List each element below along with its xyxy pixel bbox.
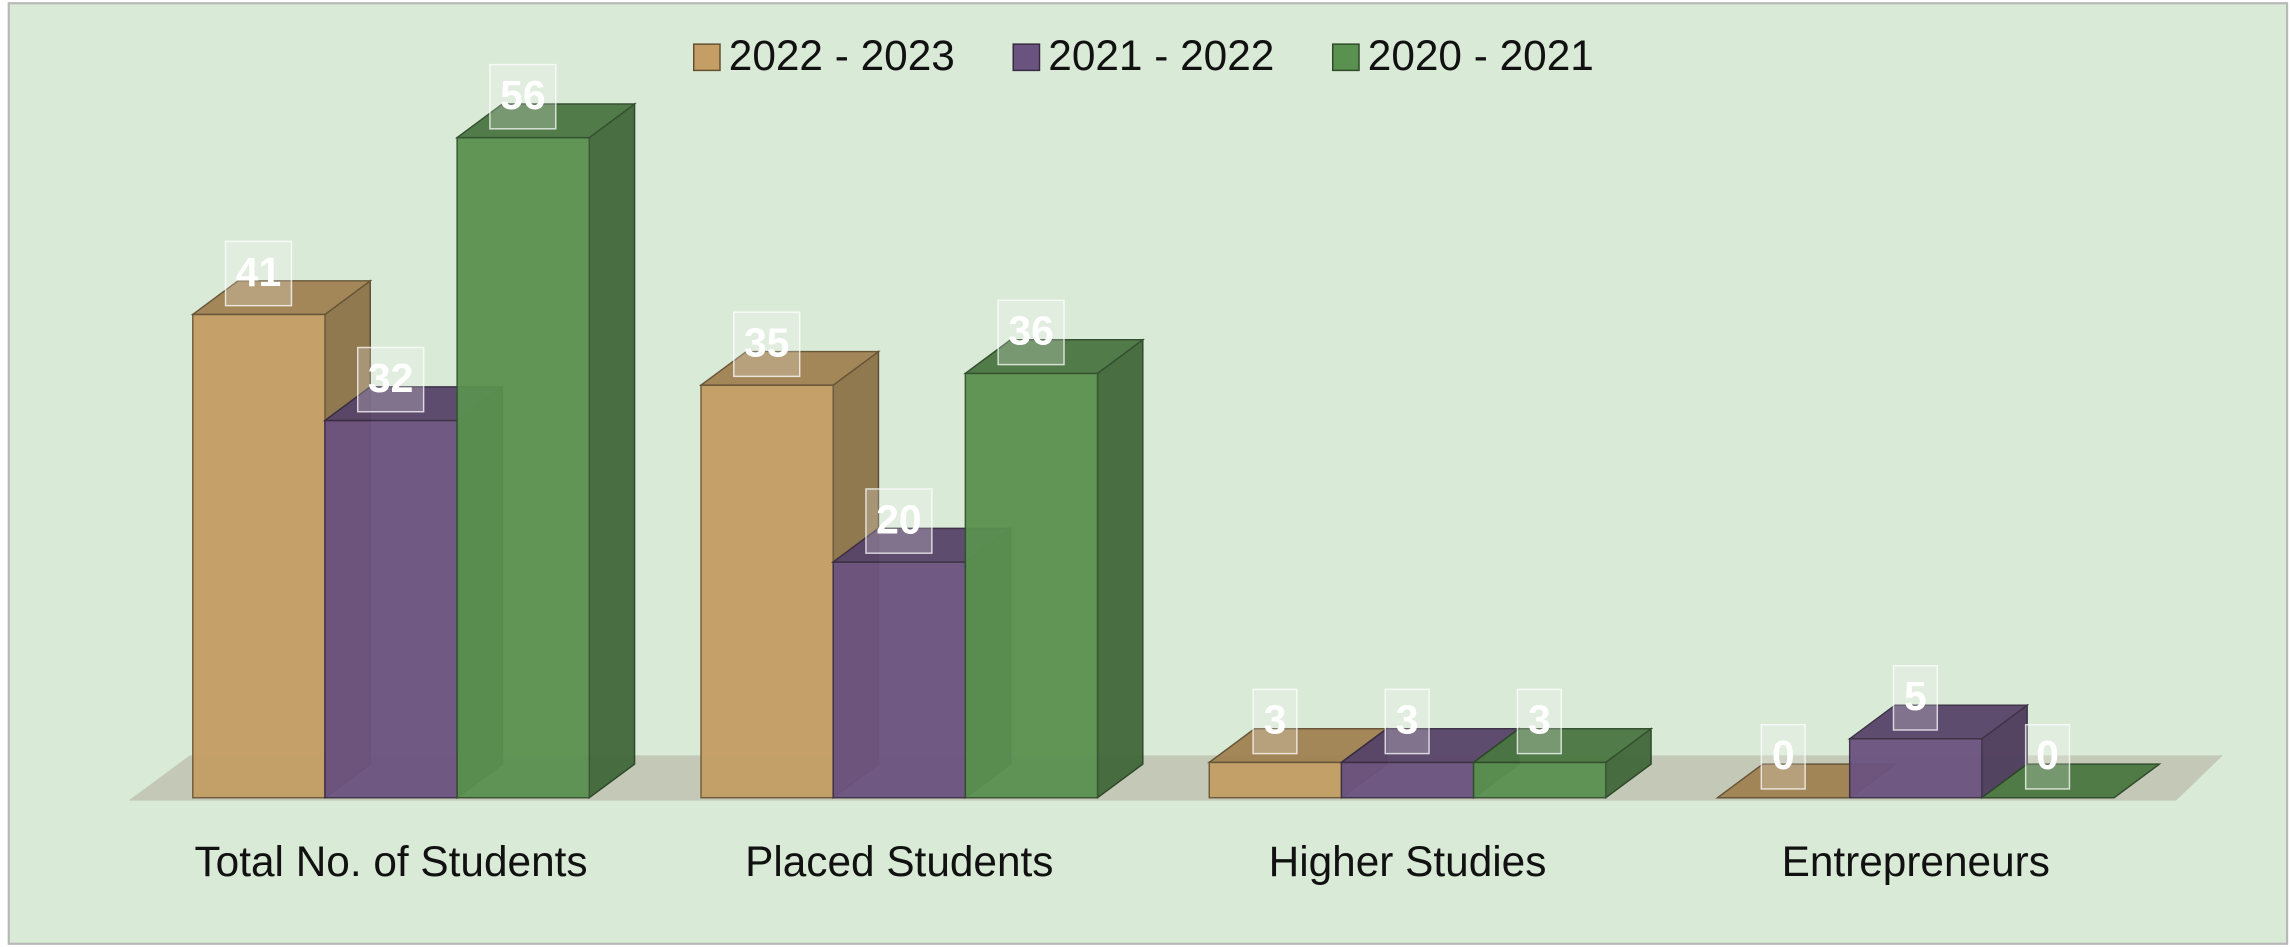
value-label-box [1516, 688, 1562, 755]
value-label: 32 [368, 355, 413, 401]
legend-label: 2022 - 2023 [729, 32, 955, 79]
bar-front [192, 313, 326, 799]
value-label-box [2024, 723, 2071, 790]
legend-swatch [692, 43, 721, 72]
value-label: 3 [1528, 697, 1551, 743]
x-tick-label: Higher Studies [1269, 838, 1547, 885]
value-label-box [489, 63, 557, 130]
bar-side [588, 102, 636, 800]
legend-label: 2021 - 2022 [1048, 32, 1274, 79]
bar-front [832, 561, 967, 799]
legend-swatch [1331, 43, 1360, 72]
value-label-box [1384, 688, 1430, 755]
value-label-box [356, 346, 425, 413]
bar-front [1340, 761, 1475, 799]
legend-swatch [1012, 43, 1041, 72]
bar-front [1472, 761, 1607, 799]
bar-front [1848, 738, 1983, 799]
value-label: 35 [744, 320, 789, 366]
value-label-box [865, 488, 933, 554]
x-tick-label: Entrepreneurs [1782, 838, 2050, 885]
value-label: 5 [1904, 673, 1927, 719]
bar [454, 102, 637, 800]
bar-front [324, 419, 458, 799]
value-label: 0 [2036, 732, 2059, 778]
x-tick-label: Total No. of Students [194, 838, 587, 885]
bar-front [964, 372, 1099, 799]
value-label: 3 [1396, 697, 1419, 743]
legend-label: 2020 - 2021 [1368, 32, 1594, 79]
value-label: 36 [1008, 308, 1053, 354]
value-label-box [1760, 723, 1806, 790]
bar-side [1096, 338, 1144, 800]
value-label: 56 [500, 72, 545, 118]
bar-front [1208, 761, 1343, 799]
value-label: 41 [236, 249, 281, 295]
bar-front [700, 384, 834, 799]
x-tick-label: Placed Students [745, 838, 1053, 885]
value-label-box [733, 311, 801, 378]
value-label-box [997, 299, 1065, 366]
bar-front [456, 136, 591, 799]
value-label: 3 [1264, 697, 1287, 743]
value-label-box [1252, 688, 1298, 755]
floor [128, 755, 2223, 801]
bar [963, 338, 1146, 800]
value-label-box [1892, 665, 1939, 731]
value-label-box [224, 240, 293, 307]
value-label: 20 [876, 496, 921, 542]
value-label: 0 [1772, 732, 1795, 778]
